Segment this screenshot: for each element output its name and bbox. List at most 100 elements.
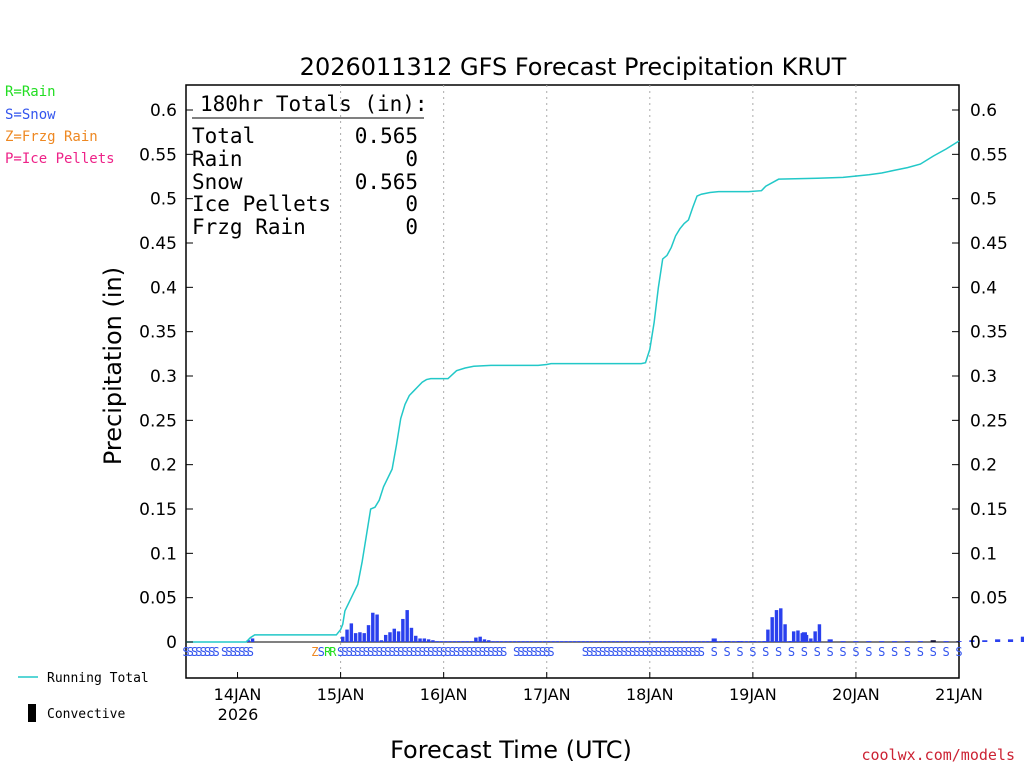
precip-bar <box>930 640 936 642</box>
precip-type-mark: S <box>676 645 683 659</box>
precip-type-mark: S <box>423 645 430 659</box>
y-tick-label-right: 0.55 <box>970 145 1008 165</box>
precip-type-mark: S <box>590 645 597 659</box>
totals-label-rain: Rain <box>192 147 243 171</box>
precip-bar <box>383 634 388 642</box>
y-tick-label-left: 0.4 <box>150 278 177 298</box>
precip-type-mark: S <box>238 645 245 659</box>
precip-type-mark: S <box>363 645 370 659</box>
precip-type-mark: S <box>483 645 490 659</box>
precip-bar <box>439 641 444 642</box>
precip-bar <box>879 641 885 642</box>
totals-box: 180hr Totals (in): Total 0.565 Rain 0 Sn… <box>192 92 428 239</box>
precip-type-mark: S <box>582 645 589 659</box>
y-tick-label-right: 0.5 <box>970 190 997 210</box>
precip-type-mark: S <box>917 645 924 659</box>
running-total-series <box>186 140 960 643</box>
y-tick-label-left: 0 <box>166 633 177 653</box>
precip-type-mark: S <box>638 645 645 659</box>
precip-bar <box>684 641 689 642</box>
precip-bar <box>379 640 384 642</box>
precip-type-mark: S <box>457 645 464 659</box>
precip-type-mark: S <box>431 645 438 659</box>
precip-type-mark: S <box>801 645 808 659</box>
precip-type-mark: S <box>547 645 554 659</box>
precip-type-mark: S <box>595 645 602 659</box>
precip-bar <box>525 641 530 642</box>
precip-bar <box>917 641 923 642</box>
precip-bar <box>718 641 723 642</box>
precip-bar <box>564 641 568 642</box>
precip-type-mark: S <box>393 645 400 659</box>
totals-label-snow: Snow <box>192 170 243 194</box>
precip-bar <box>796 630 800 642</box>
precip-type-mark: S <box>419 645 426 659</box>
precip-type-mark: S <box>191 645 198 659</box>
precip-type-mark: S <box>629 645 636 659</box>
precip-bar <box>943 641 949 642</box>
precip-bar <box>388 632 392 642</box>
precip-type-mark: S <box>208 645 215 659</box>
precip-type-mark: S <box>693 645 700 659</box>
precip-type-mark: S <box>212 645 219 659</box>
precip-bar <box>504 641 508 642</box>
y-tick-label-right: 0.25 <box>970 411 1008 431</box>
series-legend: Running Total Convective <box>18 671 149 722</box>
precip-bar <box>827 639 833 642</box>
precip-bar <box>418 638 422 642</box>
precip-type-mark: S <box>672 645 679 659</box>
precip-bar <box>590 641 594 642</box>
precip-type-mark: S <box>346 645 353 659</box>
precip-bar <box>840 641 846 642</box>
precip-type-mark: S <box>487 645 494 659</box>
precip-type-mark: S <box>474 645 481 659</box>
precip-type-mark: S <box>436 645 443 659</box>
precip-bar <box>358 632 362 642</box>
precip-bar <box>568 641 573 642</box>
y-tick-label-left: 0.1 <box>150 544 177 564</box>
precip-bar <box>731 641 736 642</box>
precip-type-mark: S <box>492 645 499 659</box>
precip-type-mark: S <box>517 645 524 659</box>
precip-type-mark: S <box>234 645 241 659</box>
totals-heading: 180hr Totals (in): <box>200 92 428 116</box>
precip-bar <box>551 641 555 642</box>
precip-bar <box>779 608 783 642</box>
precip-bars <box>246 608 1024 642</box>
precip-bar <box>353 633 358 642</box>
precip-bar <box>508 641 512 642</box>
precip-type-mark: S <box>243 645 250 659</box>
y-tick-label-left: 0.15 <box>139 500 177 520</box>
y-tick-label-left: 0.2 <box>150 456 177 476</box>
type-legend: R=Rain S=Snow Z=Frzg Rain P=Ice Pellets <box>5 84 115 167</box>
precip-bar <box>620 641 624 642</box>
precip-bar <box>763 641 769 642</box>
totals-value-frzg-rain: 0 <box>405 215 418 239</box>
legend-convective-swatch <box>28 704 36 722</box>
precip-type-mark: R <box>324 645 332 659</box>
precip-bar <box>744 641 749 642</box>
precip-type-mark: S <box>775 645 782 659</box>
precip-bar <box>602 641 607 642</box>
legend-snow: S=Snow <box>5 107 56 123</box>
totals-value-rain: 0 <box>405 147 418 171</box>
precip-type-mark: S <box>427 645 434 659</box>
precip-bar <box>766 629 770 642</box>
precip-bar <box>517 641 521 642</box>
precip-type-mark: S <box>376 645 383 659</box>
precip-type-mark: S <box>930 645 937 659</box>
precip-bar <box>801 632 807 642</box>
precip-bar <box>465 641 470 642</box>
y-tick-label-left: 0.45 <box>139 234 177 254</box>
y-tick-label-left: 0.6 <box>150 101 177 121</box>
precip-bar <box>547 641 551 642</box>
running-total-line <box>186 140 960 643</box>
precip-type-mark: Z <box>311 645 318 659</box>
precip-bar <box>349 623 354 642</box>
precip-bar <box>478 636 482 642</box>
x-year-label: 2026 <box>218 705 259 724</box>
precip-bar <box>904 641 911 642</box>
precip-type-mark: S <box>221 645 228 659</box>
totals-value-ice-pellets: 0 <box>405 192 418 216</box>
